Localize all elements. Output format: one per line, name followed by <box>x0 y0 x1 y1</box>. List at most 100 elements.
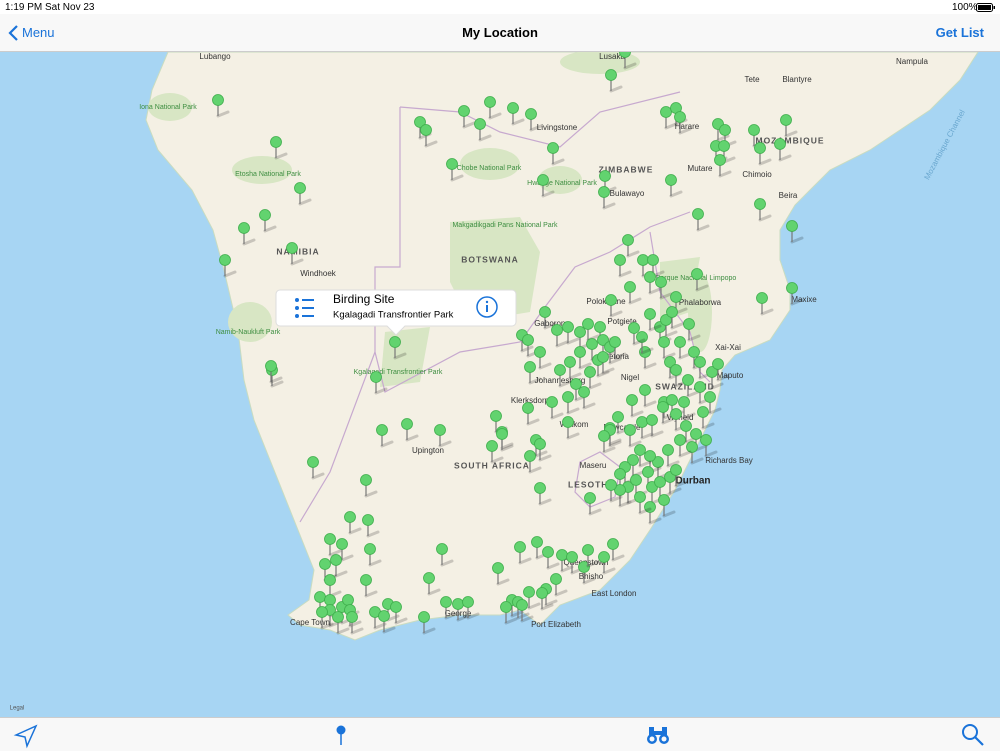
site-pin[interactable] <box>539 306 557 330</box>
site-pin[interactable] <box>562 391 580 415</box>
search-button[interactable] <box>962 724 984 746</box>
site-pin[interactable] <box>662 444 680 468</box>
site-pin[interactable] <box>446 158 464 182</box>
site-pin[interactable] <box>474 118 492 142</box>
site-pin[interactable] <box>294 182 312 206</box>
back-chevron[interactable] <box>8 24 20 42</box>
list-icon[interactable] <box>295 298 314 318</box>
site-pin[interactable] <box>486 440 504 464</box>
site-pin[interactable] <box>756 292 774 316</box>
site-pin[interactable] <box>440 596 458 620</box>
site-pin[interactable] <box>626 394 644 418</box>
site-pin[interactable] <box>370 371 388 395</box>
site-pin[interactable] <box>605 479 623 503</box>
site-pin[interactable] <box>605 69 623 93</box>
site-pin[interactable] <box>336 538 354 562</box>
site-pin[interactable] <box>332 611 350 635</box>
site-pin[interactable] <box>786 220 804 244</box>
site-pin[interactable] <box>786 282 804 306</box>
site-pin[interactable] <box>665 174 683 198</box>
site-pin[interactable] <box>609 336 627 360</box>
site-pin[interactable] <box>462 596 480 620</box>
site-pin[interactable] <box>562 416 580 440</box>
info-button[interactable] <box>476 296 498 318</box>
site-pin[interactable] <box>612 411 630 435</box>
site-pin[interactable] <box>690 428 708 452</box>
site-pin[interactable] <box>754 142 772 166</box>
site-pin[interactable] <box>692 208 710 232</box>
site-pin[interactable] <box>238 222 256 246</box>
site-pin[interactable] <box>674 336 692 360</box>
site-pin[interactable] <box>691 268 709 292</box>
site-pin[interactable] <box>780 114 798 138</box>
site-pin[interactable] <box>514 541 532 565</box>
site-pin[interactable] <box>658 336 676 360</box>
site-pin[interactable] <box>714 154 732 178</box>
site-pin[interactable] <box>420 124 438 148</box>
site-pin[interactable] <box>636 416 654 440</box>
get-list-button[interactable]: Get List <box>935 25 984 40</box>
site-pin[interactable] <box>389 336 407 360</box>
site-pin[interactable] <box>674 434 692 458</box>
site-pin[interactable] <box>362 514 380 538</box>
site-pin[interactable] <box>364 543 382 567</box>
site-pin[interactable] <box>360 574 378 598</box>
site-pin[interactable] <box>496 428 514 452</box>
site-pin[interactable] <box>500 601 518 625</box>
site-pin[interactable] <box>598 186 616 210</box>
site-pin[interactable] <box>523 586 541 610</box>
site-pin[interactable] <box>697 406 715 430</box>
site-pin[interactable] <box>265 360 283 384</box>
site-pin[interactable] <box>534 482 552 506</box>
site-pin[interactable] <box>542 546 560 570</box>
site-pin[interactable] <box>682 374 700 398</box>
site-pin[interactable] <box>628 322 646 346</box>
site-pin[interactable] <box>644 501 662 525</box>
site-pin[interactable] <box>578 386 596 410</box>
site-pin[interactable] <box>547 142 565 166</box>
site-pin[interactable] <box>597 351 615 375</box>
site-pin[interactable] <box>584 492 602 516</box>
site-pin[interactable] <box>458 105 476 129</box>
site-pin[interactable] <box>582 544 600 568</box>
site-pin[interactable] <box>550 573 568 597</box>
site-pin[interactable] <box>704 391 722 415</box>
site-pin[interactable] <box>401 418 419 442</box>
site-pin[interactable] <box>599 170 617 194</box>
site-pin[interactable] <box>484 96 502 120</box>
site-pin[interactable] <box>598 551 616 575</box>
site-pin[interactable] <box>584 366 602 390</box>
site-pin[interactable] <box>614 484 632 508</box>
site-pin[interactable] <box>700 434 718 458</box>
site-pin[interactable] <box>259 209 277 233</box>
site-pin[interactable] <box>507 102 525 126</box>
site-pin[interactable] <box>316 606 334 630</box>
site-pin[interactable] <box>624 281 642 305</box>
site-pin[interactable] <box>286 242 304 266</box>
site-pin[interactable] <box>378 610 396 634</box>
site-pin[interactable] <box>369 606 387 630</box>
site-pin[interactable] <box>534 438 552 462</box>
site-pin[interactable] <box>551 324 569 348</box>
site-pin[interactable] <box>524 450 542 474</box>
site-pin[interactable] <box>434 424 452 448</box>
site-pin[interactable] <box>657 401 675 425</box>
back-button[interactable]: Menu <box>22 25 55 40</box>
site-pin[interactable] <box>578 561 596 585</box>
site-pin[interactable] <box>330 554 348 578</box>
site-pin[interactable] <box>674 111 692 135</box>
site-pin[interactable] <box>644 308 662 332</box>
site-pin[interactable] <box>564 356 582 380</box>
site-pin[interactable] <box>712 358 730 382</box>
site-pin[interactable] <box>686 441 704 465</box>
site-pin[interactable] <box>344 511 362 535</box>
site-pin[interactable] <box>660 106 678 130</box>
site-pin[interactable] <box>639 384 657 408</box>
site-pin[interactable] <box>270 136 288 160</box>
site-pin[interactable] <box>644 271 662 295</box>
site-pin[interactable] <box>423 572 441 596</box>
site-pin[interactable] <box>546 396 564 420</box>
site-pin[interactable] <box>522 402 540 426</box>
site-pin[interactable] <box>516 599 534 623</box>
site-pin[interactable] <box>556 549 574 573</box>
